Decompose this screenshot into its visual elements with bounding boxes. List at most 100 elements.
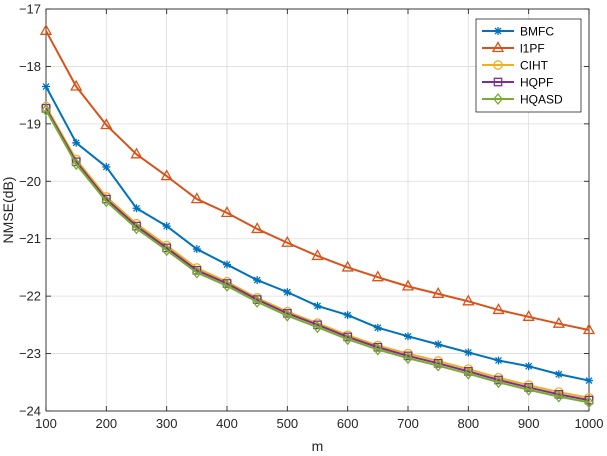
data-point <box>404 332 412 341</box>
legend-item-hqasd: HQASD <box>482 92 563 106</box>
legend-item-hqpf: HQPF <box>482 75 553 89</box>
data-point <box>582 323 596 335</box>
data-point <box>432 287 445 298</box>
data-point <box>311 249 324 261</box>
data-point <box>313 301 322 310</box>
data-point <box>523 383 534 396</box>
x-tick-label: 500 <box>276 416 298 431</box>
data-point <box>554 370 563 379</box>
data-point <box>101 195 112 208</box>
x-tick-label: 600 <box>337 416 359 431</box>
y-tick-label: −24 <box>19 404 41 419</box>
data-point <box>494 27 502 35</box>
data-point <box>42 82 50 91</box>
series-line-l1pf <box>45 30 590 332</box>
legend-label: BMFC <box>520 24 554 38</box>
data-point <box>251 222 264 234</box>
data-point <box>192 266 202 279</box>
data-point <box>161 244 172 257</box>
data-point <box>463 367 474 380</box>
y-tick-label: −20 <box>19 174 41 189</box>
data-point <box>192 245 201 254</box>
data-point <box>493 60 503 70</box>
axes <box>45 8 590 412</box>
data-point <box>462 294 475 306</box>
x-axis-label: m <box>312 438 324 454</box>
data-point <box>100 118 113 130</box>
y-tick-label: −18 <box>19 59 41 74</box>
data-point <box>342 333 353 346</box>
series-bmfc <box>42 82 593 385</box>
legend-item-ciht: CIHT <box>482 58 549 72</box>
legend-item-l1pf: l1PF <box>482 41 545 55</box>
data-point <box>492 303 505 315</box>
data-point <box>222 279 232 292</box>
data-point <box>493 376 504 389</box>
data-point <box>371 270 384 282</box>
legend-label: HQASD <box>520 92 563 106</box>
series-l1pf <box>39 23 596 335</box>
data-point <box>162 222 171 231</box>
x-tick-label: 700 <box>397 416 419 431</box>
data-point <box>132 204 141 213</box>
y-axis-label: NMSE(dB) <box>0 177 16 244</box>
data-point <box>373 343 383 356</box>
x-tick-label: 1000 <box>575 416 604 431</box>
y-tick-label: −17 <box>19 2 41 17</box>
x-tick-label: 800 <box>457 416 479 431</box>
data-point <box>253 276 262 285</box>
series-line-hqasd <box>45 109 590 404</box>
data-point <box>343 311 352 320</box>
data-point <box>341 260 354 272</box>
data-point <box>373 323 382 332</box>
data-point <box>283 288 292 297</box>
data-point <box>72 138 81 147</box>
data-point <box>493 92 503 106</box>
data-point <box>464 348 473 357</box>
x-tick-label: 100 <box>35 416 57 431</box>
data-point <box>71 158 81 171</box>
legend-label: CIHT <box>520 58 549 72</box>
series-hqasd <box>41 104 594 409</box>
legend-label: HQPF <box>520 75 553 89</box>
y-tick-label: −22 <box>19 289 41 304</box>
data-point <box>282 309 293 322</box>
data-point <box>160 169 173 181</box>
series-line-hqpf <box>45 107 590 402</box>
axes-box <box>45 8 590 412</box>
data-point <box>494 356 503 365</box>
legend: BMFC l1PF CIHT HQPF HQASD <box>475 18 582 113</box>
data-point <box>130 147 143 159</box>
series-layer <box>39 23 596 409</box>
data-point <box>491 41 505 53</box>
data-point <box>524 362 533 371</box>
x-tick-label: 300 <box>156 416 178 431</box>
data-point <box>281 235 294 247</box>
data-point <box>312 321 323 334</box>
data-point <box>41 104 51 117</box>
x-tick-label: 900 <box>518 416 540 431</box>
data-point <box>190 192 203 204</box>
data-point <box>39 23 53 35</box>
data-point <box>252 295 262 308</box>
data-point <box>102 162 111 171</box>
data-point <box>223 260 231 269</box>
data-point <box>131 222 142 235</box>
x-tick-label: 400 <box>216 416 238 431</box>
data-point <box>433 359 443 372</box>
data-point <box>493 77 503 87</box>
data-point <box>522 309 535 321</box>
data-point <box>70 79 83 91</box>
data-point <box>552 316 565 328</box>
x-tick-label: 200 <box>95 416 117 431</box>
data-point <box>403 352 413 365</box>
data-point <box>584 396 594 409</box>
data-point <box>434 340 443 349</box>
tick-labels: 100 200 300 400 500 600 700 800 900 1000 −17 −18 −19… <box>19 2 604 432</box>
data-point <box>585 376 593 385</box>
y-tick-label: −23 <box>19 346 41 361</box>
legend-label: l1PF <box>520 41 545 55</box>
data-point <box>554 390 564 403</box>
y-tick-label: −21 <box>19 231 41 246</box>
